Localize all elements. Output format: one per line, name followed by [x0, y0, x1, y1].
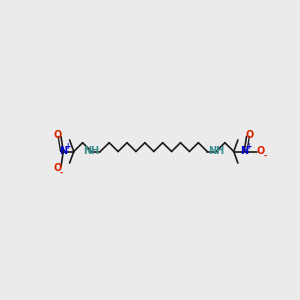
Text: O: O: [256, 146, 265, 157]
Text: NH: NH: [83, 146, 100, 157]
Text: +: +: [245, 142, 251, 152]
Text: -: -: [60, 169, 63, 178]
Text: O: O: [53, 130, 62, 140]
Text: +: +: [64, 142, 70, 152]
Text: N: N: [59, 146, 68, 157]
Text: NH: NH: [208, 146, 224, 157]
Text: O: O: [246, 130, 254, 140]
Text: N: N: [240, 146, 248, 157]
Text: O: O: [53, 164, 62, 173]
Text: -: -: [263, 152, 266, 160]
